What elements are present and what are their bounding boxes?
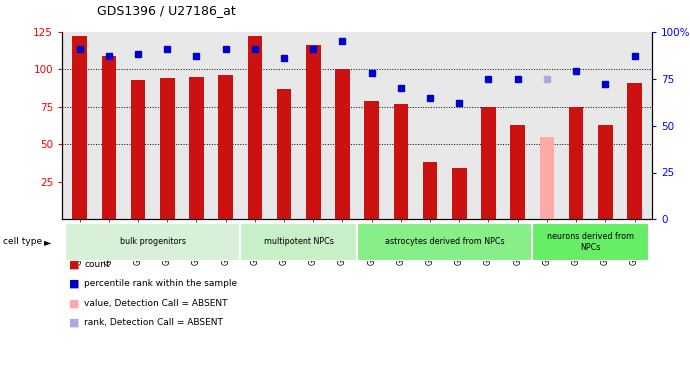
Text: percentile rank within the sample: percentile rank within the sample: [84, 279, 237, 288]
Text: ■: ■: [69, 298, 79, 308]
Bar: [598, 125, 613, 219]
Bar: [218, 75, 233, 219]
Text: ■: ■: [69, 260, 79, 269]
Bar: [364, 101, 379, 219]
Bar: [160, 78, 175, 219]
Bar: [335, 69, 350, 219]
Text: GDS1396 / U27186_at: GDS1396 / U27186_at: [97, 4, 235, 17]
Text: ►: ►: [43, 237, 51, 247]
Bar: [277, 89, 291, 219]
Bar: [540, 137, 554, 219]
Bar: [452, 168, 466, 219]
Text: neurons derived from
NPCs: neurons derived from NPCs: [547, 232, 634, 252]
Bar: [72, 36, 87, 219]
Bar: [393, 104, 408, 219]
Text: count: count: [84, 260, 110, 269]
Bar: [240, 223, 357, 261]
Text: rank, Detection Call = ABSENT: rank, Detection Call = ABSENT: [84, 318, 223, 327]
Text: ■: ■: [69, 279, 79, 289]
Bar: [481, 107, 496, 219]
Bar: [248, 36, 262, 219]
Bar: [569, 107, 584, 219]
Bar: [65, 223, 240, 261]
Text: value, Detection Call = ABSENT: value, Detection Call = ABSENT: [84, 299, 228, 308]
Text: multipotent NPCs: multipotent NPCs: [264, 237, 333, 246]
Bar: [423, 162, 437, 219]
Bar: [532, 223, 649, 261]
Text: cell type: cell type: [3, 237, 43, 246]
Text: astrocytes derived from NPCs: astrocytes derived from NPCs: [385, 237, 504, 246]
Bar: [357, 223, 532, 261]
Text: ■: ■: [69, 318, 79, 328]
Bar: [627, 83, 642, 219]
Bar: [511, 125, 525, 219]
Bar: [101, 56, 116, 219]
Bar: [306, 45, 321, 219]
Bar: [130, 80, 146, 219]
Bar: [189, 77, 204, 219]
Text: bulk progenitors: bulk progenitors: [119, 237, 186, 246]
